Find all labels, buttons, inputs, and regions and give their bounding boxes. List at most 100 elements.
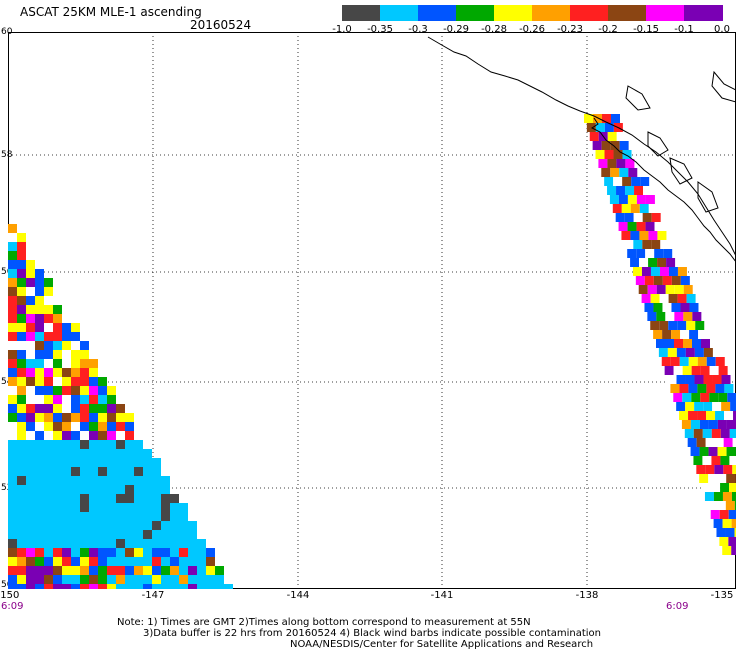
colorbar-segment <box>684 5 723 21</box>
data-cell <box>134 512 143 521</box>
data-cell <box>668 375 677 384</box>
data-cell <box>8 341 17 350</box>
data-cell <box>71 557 80 566</box>
data-cell <box>720 456 729 465</box>
data-cell <box>17 251 26 260</box>
data-cell <box>730 402 736 411</box>
data-cell <box>17 494 26 503</box>
data-cell <box>35 395 44 404</box>
data-cell <box>80 521 89 530</box>
data-cell <box>116 530 125 539</box>
data-cell <box>89 377 98 386</box>
data-cell <box>89 395 98 404</box>
data-cell <box>80 476 89 485</box>
data-cell <box>8 557 17 566</box>
data-cell <box>26 530 35 539</box>
data-cell <box>197 548 206 557</box>
data-cell <box>17 296 26 305</box>
data-cell <box>80 584 89 589</box>
data-cell <box>107 521 116 530</box>
data-cell <box>80 530 89 539</box>
data-cell <box>17 305 26 314</box>
data-cell <box>703 429 712 438</box>
data-cell <box>80 512 89 521</box>
data-cell <box>188 575 197 584</box>
data-cell <box>691 447 700 456</box>
data-cell <box>718 447 727 456</box>
data-cell <box>107 575 116 584</box>
data-cell <box>35 494 44 503</box>
data-cell <box>125 413 134 422</box>
data-cell <box>80 422 89 431</box>
data-cell <box>647 312 656 321</box>
colorbar-segment <box>608 5 647 21</box>
data-cell <box>62 332 71 341</box>
data-cell <box>35 359 44 368</box>
data-cell <box>8 440 17 449</box>
data-cell <box>8 494 17 503</box>
data-cell <box>8 566 17 575</box>
data-cell <box>107 584 116 589</box>
data-cell <box>631 204 640 213</box>
data-cell <box>116 539 125 548</box>
data-cell <box>134 476 143 485</box>
data-cell <box>639 258 648 267</box>
data-cell <box>35 314 44 323</box>
data-cell <box>143 566 152 575</box>
data-cell <box>8 260 17 269</box>
data-cell <box>699 474 708 483</box>
data-cell <box>685 402 694 411</box>
data-cell <box>161 512 170 521</box>
data-cell <box>134 566 143 575</box>
data-cell <box>179 548 188 557</box>
data-cell <box>709 420 718 429</box>
colorbar-segment <box>646 5 685 21</box>
data-cell <box>143 575 152 584</box>
data-cell <box>62 485 71 494</box>
colorbar-segment <box>456 5 495 21</box>
data-cell <box>719 537 728 546</box>
data-cell <box>62 440 71 449</box>
data-cell <box>8 377 17 386</box>
data-cell <box>116 557 125 566</box>
island-1 <box>648 132 668 156</box>
data-cell <box>62 521 71 530</box>
longitude-label: -135 <box>711 590 734 601</box>
data-cell <box>161 584 170 589</box>
data-cell <box>639 285 648 294</box>
data-cell <box>53 539 62 548</box>
data-cell <box>17 323 26 332</box>
data-cell <box>35 341 44 350</box>
data-cell <box>53 530 62 539</box>
data-cell <box>651 294 660 303</box>
data-cell <box>601 168 610 177</box>
data-cell <box>44 386 53 395</box>
data-cell <box>35 503 44 512</box>
data-cell <box>35 557 44 566</box>
data-cell <box>665 339 674 348</box>
data-cell <box>26 575 35 584</box>
data-cell <box>663 249 672 258</box>
data-cell <box>26 476 35 485</box>
data-cell <box>125 494 134 503</box>
data-cell <box>62 431 71 440</box>
data-cell <box>125 431 134 440</box>
data-cell <box>71 494 80 503</box>
data-cell <box>53 422 62 431</box>
data-cell <box>143 449 152 458</box>
data-cell <box>729 483 736 492</box>
data-cell <box>698 357 707 366</box>
data-cell <box>651 267 660 276</box>
data-cell <box>62 548 71 557</box>
data-cell <box>26 404 35 413</box>
data-cell <box>71 350 80 359</box>
data-cell <box>53 440 62 449</box>
data-cell <box>116 404 125 413</box>
data-cell <box>17 368 26 377</box>
data-cell <box>53 494 62 503</box>
data-cell <box>197 557 206 566</box>
data-cell <box>98 503 107 512</box>
data-cell <box>668 348 677 357</box>
data-cell <box>660 267 669 276</box>
data-cell <box>44 503 53 512</box>
